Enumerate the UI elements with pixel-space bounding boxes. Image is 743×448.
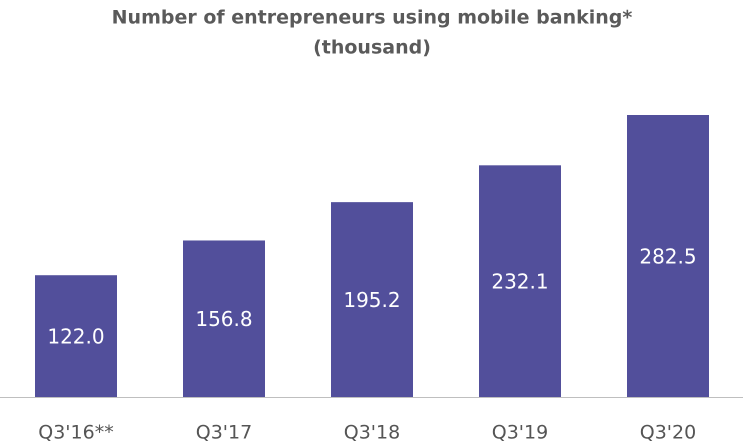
x-tick-label: Q3'19 [492,422,548,444]
bar [183,240,265,397]
value-label: 282.5 [639,245,696,269]
bar [479,165,561,397]
value-label: 232.1 [491,270,548,294]
bar [627,115,709,397]
x-tick-label: Q3'18 [344,422,400,444]
bar [331,202,413,397]
chart-title: Number of entrepreneurs using mobile ban… [112,7,633,29]
bar [35,275,117,397]
value-label: 156.8 [195,307,252,331]
x-tick-label: Q3'20 [640,422,696,444]
x-tick-label: Q3'16** [38,422,113,444]
x-tick-label: Q3'17 [196,422,252,444]
value-label: 195.2 [343,288,400,312]
chart-title: (thousand) [313,37,431,59]
value-label: 122.0 [47,325,104,349]
